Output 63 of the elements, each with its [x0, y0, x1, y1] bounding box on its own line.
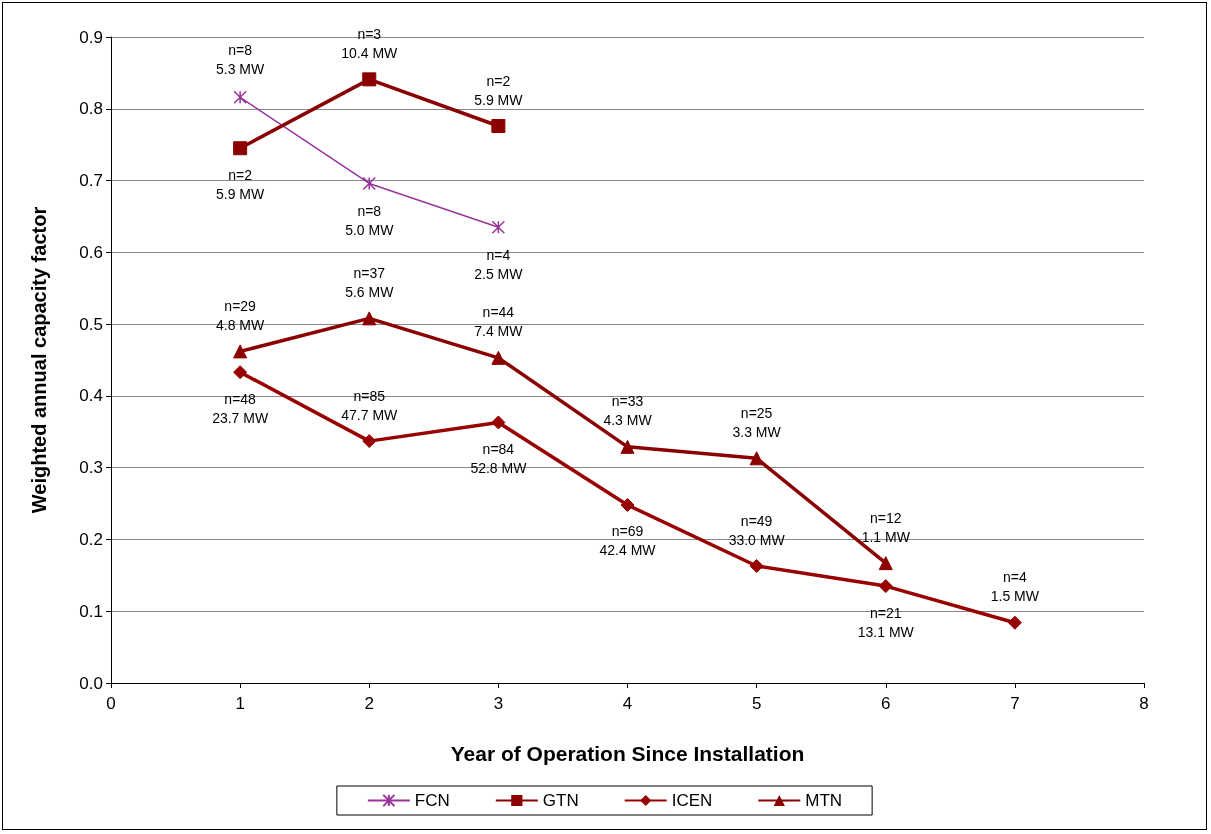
x-tick-label: 2 [364, 694, 374, 713]
data-label: n=2 5.9 MW [216, 166, 266, 202]
x-tick-label: 8 [1139, 694, 1149, 713]
point [878, 579, 893, 594]
y-tick-label: 0.7 [79, 171, 103, 191]
point [233, 365, 248, 380]
y-tick-label: 0.4 [79, 386, 103, 406]
legend-label: FCN [414, 791, 450, 810]
data-label: n=33 4.3 MW [603, 393, 653, 429]
data-label: n=44 7.4 MW [474, 304, 524, 340]
point [362, 434, 377, 449]
point [620, 439, 635, 454]
x-tick-label: 0 [106, 694, 116, 713]
data-label: n=69 42.4 MW [599, 523, 657, 559]
x-tick-label: 3 [493, 694, 504, 713]
x-tick-label: 1 [235, 694, 245, 713]
data-label: n=8 5.0 MW [345, 203, 395, 239]
point [491, 350, 506, 365]
point [491, 119, 506, 133]
point [620, 497, 635, 512]
legend-label: MTN [805, 791, 843, 810]
legend-label: GTN [542, 791, 579, 810]
point [1007, 615, 1022, 630]
data-label: n=25 3.3 MW [732, 404, 782, 440]
point [362, 72, 377, 87]
data-label: n=2 5.9 MW [474, 72, 524, 108]
data-label: n=12 1.1 MW [861, 509, 911, 545]
data-label: n=4 1.5 MW [990, 569, 1040, 605]
y-tick-label: 0.1 [79, 601, 103, 621]
data-label: n=8 5.3 MW [216, 42, 266, 78]
point [233, 141, 248, 156]
data-label: n=49 33.0 MW [728, 512, 786, 548]
data-label: n=85 47.7 MW [341, 387, 399, 423]
data-label: n=48 23.7 MW [212, 390, 269, 426]
point [749, 559, 764, 573]
point [233, 344, 248, 359]
y-tick-label: 0.3 [79, 458, 103, 478]
point [491, 220, 506, 234]
y-tick-label: 0.5 [79, 314, 103, 334]
y-tick-label: 0.0 [79, 673, 103, 693]
legend-label: ICEN [671, 791, 713, 810]
point [749, 451, 764, 466]
point [878, 556, 893, 571]
y-tick-label: 0.2 [79, 529, 103, 549]
x-tick-label: 6 [881, 694, 891, 713]
point [233, 90, 247, 105]
point [491, 415, 506, 430]
point [362, 311, 377, 326]
y-tick-label: 0.6 [79, 242, 103, 262]
y-axis-title: Weighted annual capacity factor [28, 206, 50, 514]
data-label: n=4 2.5 MW [474, 247, 524, 283]
y-tick-label: 0.9 [79, 27, 103, 47]
data-label: n=29 4.8 MW [216, 297, 266, 333]
data-label: n=21 13.1 MW [857, 604, 915, 640]
point [362, 176, 376, 191]
data-label: n=37 5.6 MW [345, 264, 395, 300]
data-label: n=3 10.4 MW [341, 25, 399, 61]
data-label: n=84 52.8 MW [470, 440, 528, 476]
x-tick-label: 5 [751, 694, 762, 713]
y-tick-label: 0.8 [79, 99, 103, 119]
x-tick-label: 4 [622, 694, 633, 713]
x-axis-title: Year of Operation Since Installation [450, 742, 805, 765]
x-tick-label: 7 [1010, 694, 1020, 713]
